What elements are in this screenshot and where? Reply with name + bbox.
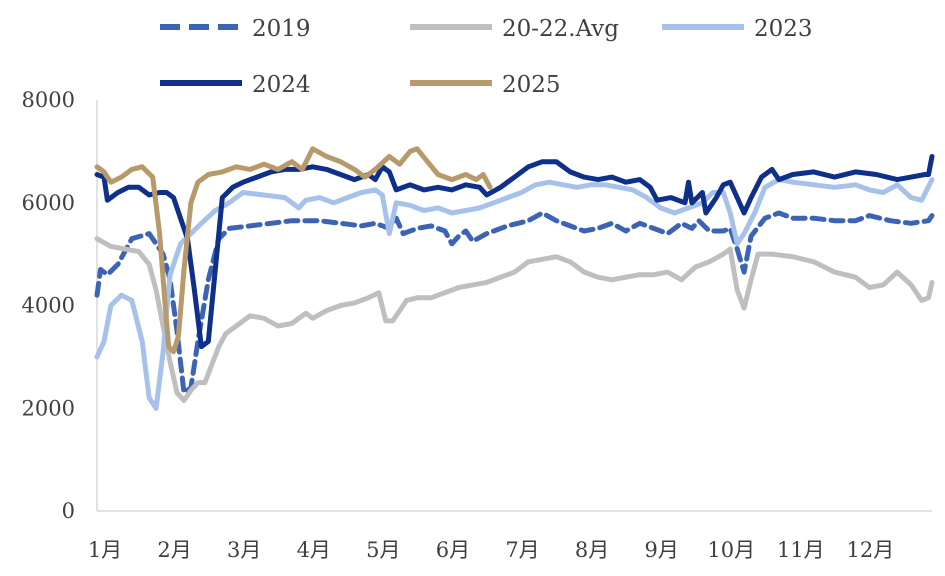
legend-label-20-22.Avg: 20-22.Avg	[502, 16, 619, 42]
y-tick-label: 8000	[22, 88, 75, 112]
x-tick-label: 11月	[777, 538, 825, 562]
x-tick-label: 10月	[707, 538, 755, 562]
y-tick-label: 6000	[22, 191, 75, 215]
x-tick-label: 2月	[157, 538, 191, 562]
series-line-2025	[94, 146, 493, 355]
series-line-2023	[94, 177, 935, 411]
series-line-2024	[94, 154, 935, 350]
legend-label-2019: 2019	[252, 16, 311, 42]
series-line-2019	[94, 210, 935, 396]
legend-label-2025: 2025	[502, 72, 561, 98]
chart-axes: 0 2000 4000 6000 8000 1月 2月 3月 4月 5月 6月 7月 8月 9月 10月 11…	[22, 88, 932, 562]
x-tick-label: 3月	[227, 538, 261, 562]
x-tick-label: 7月	[505, 538, 539, 562]
chart-legend: 2019 20-22.Avg 2023 2024 2025	[160, 16, 813, 98]
y-tick-label: 2000	[22, 396, 75, 420]
x-tick-label: 1月	[88, 538, 122, 562]
legend-label-2023: 2023	[754, 16, 813, 42]
y-tick-label: 4000	[22, 294, 75, 318]
x-tick-label: 8月	[575, 538, 609, 562]
x-tick-label: 12月	[847, 538, 895, 562]
chart-series	[94, 146, 935, 411]
y-tick-label: 0	[62, 499, 75, 523]
legend-label-2024: 2024	[252, 72, 311, 98]
x-tick-label: 6月	[436, 538, 470, 562]
x-tick-label: 4月	[297, 538, 331, 562]
x-tick-label: 9月	[644, 538, 678, 562]
series-line-20-22.Avg	[94, 236, 935, 403]
x-tick-label: 5月	[366, 538, 400, 562]
